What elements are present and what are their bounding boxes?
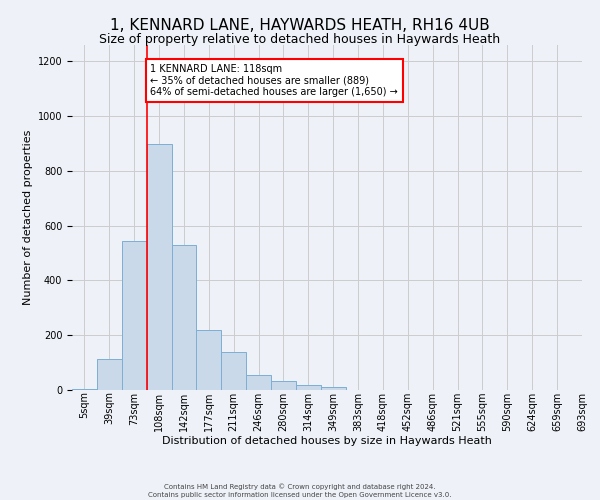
Text: Contains HM Land Registry data © Crown copyright and database right 2024.
Contai: Contains HM Land Registry data © Crown c… — [148, 484, 452, 498]
Bar — [196, 330, 221, 390]
Bar — [72, 388, 97, 390]
Bar — [246, 375, 271, 390]
Bar — [321, 388, 346, 390]
Text: 1, KENNARD LANE, HAYWARDS HEATH, RH16 4UB: 1, KENNARD LANE, HAYWARDS HEATH, RH16 4U… — [110, 18, 490, 32]
Bar — [271, 381, 296, 390]
Text: Size of property relative to detached houses in Haywards Heath: Size of property relative to detached ho… — [100, 32, 500, 46]
Bar — [146, 144, 172, 390]
X-axis label: Distribution of detached houses by size in Haywards Heath: Distribution of detached houses by size … — [162, 436, 492, 446]
Y-axis label: Number of detached properties: Number of detached properties — [23, 130, 34, 305]
Bar — [172, 245, 196, 390]
Bar — [97, 358, 122, 390]
Bar — [122, 241, 146, 390]
Text: 1 KENNARD LANE: 118sqm
← 35% of detached houses are smaller (889)
64% of semi-de: 1 KENNARD LANE: 118sqm ← 35% of detached… — [151, 64, 398, 97]
Bar — [296, 384, 321, 390]
Bar — [221, 352, 246, 390]
